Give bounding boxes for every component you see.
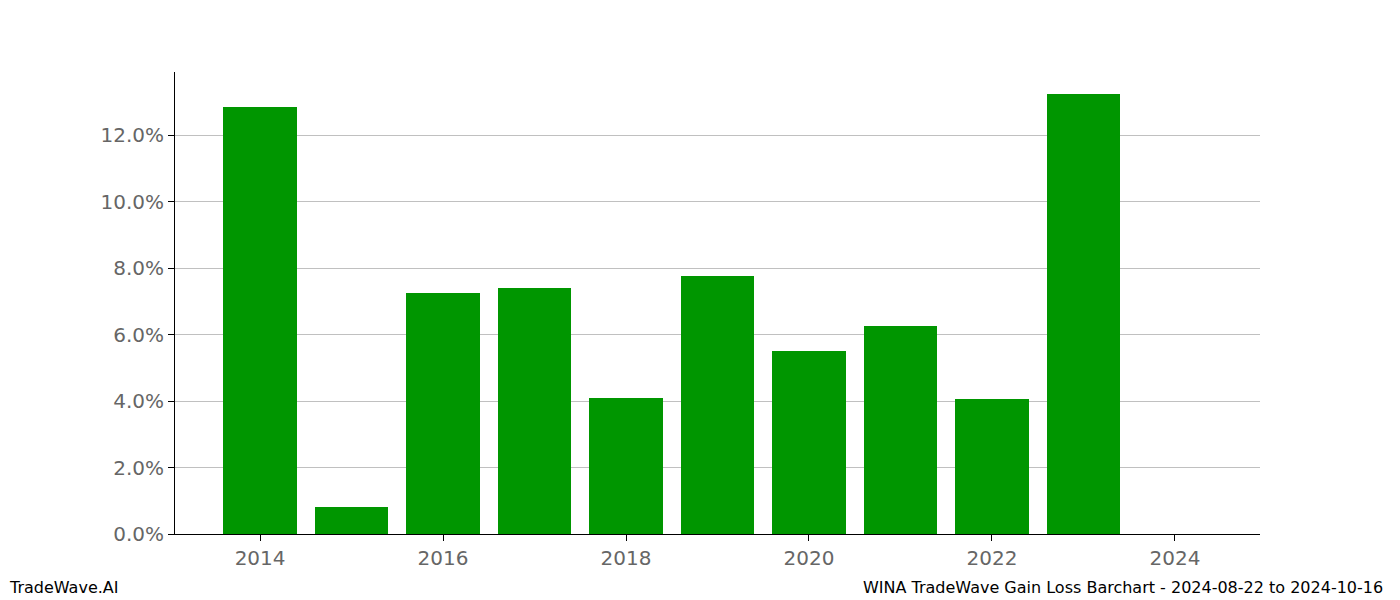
svg-text:2018: 2018 — [601, 546, 652, 570]
svg-text:2014: 2014 — [235, 546, 286, 570]
svg-text:4.0%: 4.0% — [113, 389, 164, 413]
svg-text:6.0%: 6.0% — [113, 323, 164, 347]
svg-text:2020: 2020 — [784, 546, 835, 570]
svg-text:2.0%: 2.0% — [113, 456, 164, 480]
svg-text:8.0%: 8.0% — [113, 256, 164, 280]
svg-text:WINA TradeWave Gain Loss Barch: WINA TradeWave Gain Loss Barchart - 2024… — [863, 578, 1383, 597]
svg-text:TradeWave.AI: TradeWave.AI — [9, 578, 118, 597]
svg-text:2022: 2022 — [966, 546, 1017, 570]
svg-text:2016: 2016 — [418, 546, 469, 570]
svg-text:10.0%: 10.0% — [100, 190, 164, 214]
svg-text:2024: 2024 — [1149, 546, 1200, 570]
svg-text:12.0%: 12.0% — [100, 123, 164, 147]
svg-text:0.0%: 0.0% — [113, 522, 164, 546]
